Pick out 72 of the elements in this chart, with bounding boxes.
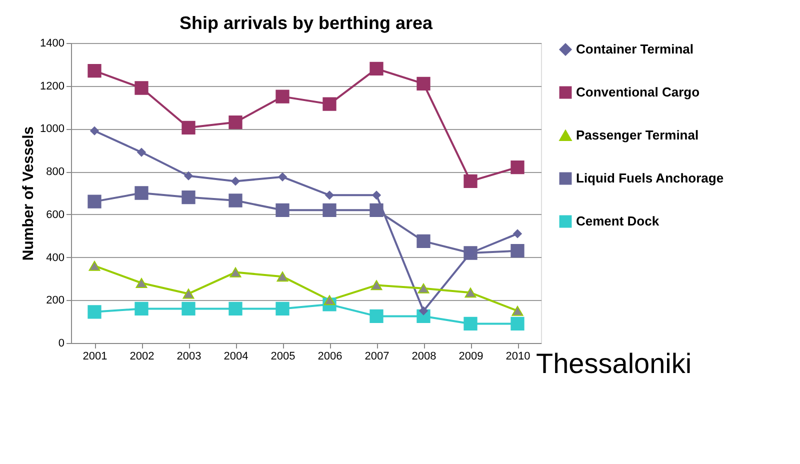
- legend-label: Container Terminal: [576, 42, 694, 56]
- x-tick-label: 2002: [130, 350, 154, 362]
- point: [276, 203, 290, 217]
- y-tick-label: 600: [46, 208, 64, 221]
- chart-title: Ship arrivals by berthing area: [179, 13, 434, 33]
- point: [182, 190, 196, 204]
- point: [464, 288, 476, 298]
- y-tick-label: 0: [58, 338, 64, 350]
- point: [88, 260, 100, 271]
- y-tick-label: 1000: [40, 123, 64, 136]
- point: [370, 62, 384, 76]
- point: [90, 126, 99, 136]
- point: [372, 190, 381, 200]
- point: [464, 316, 478, 331]
- point: [416, 234, 430, 248]
- point: [182, 288, 194, 299]
- y-tick-label: 1400: [40, 38, 64, 50]
- point: [182, 120, 196, 134]
- point: [325, 190, 334, 200]
- point: [228, 194, 242, 208]
- y-tick-label: 200: [46, 294, 64, 307]
- x-tick-label: 2007: [364, 350, 390, 362]
- legend-label: Conventional Cargo: [576, 84, 700, 100]
- point: [136, 278, 148, 288]
- text: Thessaloniki: [536, 348, 692, 379]
- point: [88, 305, 102, 319]
- point: [134, 186, 148, 200]
- x-tick-label: 2005: [270, 350, 296, 362]
- x-tick-label: 2001: [82, 350, 108, 362]
- point: [370, 203, 384, 217]
- point: [419, 306, 428, 316]
- x-tick-label: 2008: [412, 350, 436, 362]
- point: [510, 160, 524, 174]
- point: [134, 81, 148, 95]
- legend-label: Liquid Fuels Anchorage: [576, 170, 724, 186]
- point: [228, 115, 242, 130]
- point: [418, 283, 430, 294]
- point: [324, 295, 336, 306]
- point: [276, 302, 290, 316]
- point: [464, 174, 478, 188]
- x-tick-label: 2006: [318, 350, 342, 362]
- point: [88, 194, 102, 208]
- point: [134, 302, 148, 316]
- point: [322, 203, 336, 217]
- point: [370, 280, 382, 290]
- point: [276, 272, 288, 282]
- point: [512, 306, 524, 316]
- point: [231, 176, 240, 186]
- point: [137, 148, 146, 157]
- point: [513, 229, 522, 238]
- y-tick-label: 1200: [40, 80, 64, 92]
- y-tick-label: 800: [46, 166, 64, 178]
- point: [184, 171, 193, 180]
- point: [510, 316, 524, 331]
- point: [88, 64, 102, 78]
- x-tick-label: 2004: [224, 350, 248, 362]
- legend-label: Cement Dock: [576, 214, 660, 228]
- point: [182, 302, 196, 316]
- point: [416, 76, 430, 91]
- x-tick-label: 2010: [506, 350, 530, 362]
- point: [276, 90, 290, 104]
- point: [278, 172, 287, 182]
- point: [510, 244, 524, 258]
- point: [228, 302, 242, 316]
- point: [230, 267, 242, 278]
- x-tick-label: 2003: [176, 350, 202, 362]
- y-tick-label: 400: [46, 252, 64, 264]
- point: [322, 97, 336, 111]
- legend-label: Passenger Terminal: [576, 128, 699, 142]
- x-tick-label: 2009: [458, 350, 484, 362]
- y-axis-title: Number of Vessels: [20, 126, 38, 261]
- point: [370, 309, 384, 324]
